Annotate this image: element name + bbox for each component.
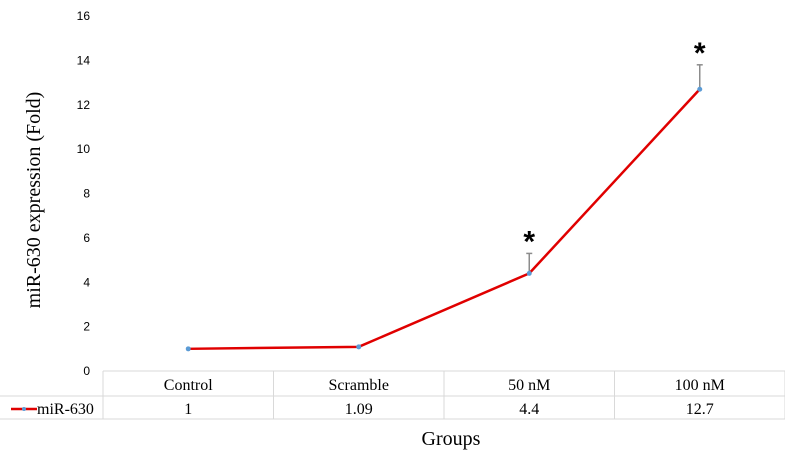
x-axis-label: Groups — [422, 428, 481, 450]
significance-star: * — [694, 37, 706, 70]
y-tick-label: 2 — [83, 320, 90, 334]
category-labels: Control Scramble 50 nM 100 nM — [164, 377, 725, 394]
y-axis-label: miR-630 expression (Fold) — [23, 92, 45, 309]
y-tick-label: 16 — [77, 9, 91, 23]
y-tick-label: 10 — [77, 142, 91, 156]
category-label: Control — [164, 377, 213, 394]
y-axis-ticks: 0 2 4 6 8 10 12 14 16 — [77, 9, 91, 378]
data-point — [185, 346, 191, 352]
legend-marker — [22, 407, 26, 411]
error-bars — [526, 64, 703, 274]
data-table-grid — [0, 370, 785, 420]
y-tick-label: 12 — [77, 98, 91, 112]
data-table-values: 1 1.09 4.4 12.7 — [184, 401, 714, 418]
significance-markers: ** — [523, 37, 706, 259]
category-label: 100 nM — [675, 377, 725, 394]
y-tick-label: 0 — [83, 364, 90, 378]
category-label: Scramble — [329, 377, 389, 394]
table-value: 1.09 — [345, 401, 373, 418]
data-point — [697, 86, 703, 92]
series-lines — [188, 88, 701, 351]
table-value: 4.4 — [519, 401, 539, 418]
data-point — [526, 270, 532, 276]
y-tick-label: 6 — [83, 231, 90, 245]
data-table-row-label: miR-630 — [37, 401, 94, 418]
data-points — [185, 86, 703, 352]
y-tick-label: 4 — [83, 275, 90, 289]
table-value: 1 — [184, 401, 192, 418]
significance-star: * — [523, 225, 535, 258]
category-label: 50 nM — [508, 377, 550, 394]
series-line-miR-630 — [188, 88, 701, 351]
data-table-legend-key — [11, 407, 37, 411]
table-value: 12.7 — [686, 401, 714, 418]
data-point — [356, 344, 362, 350]
y-tick-label: 14 — [77, 53, 91, 67]
y-tick-label: 8 — [83, 187, 90, 201]
